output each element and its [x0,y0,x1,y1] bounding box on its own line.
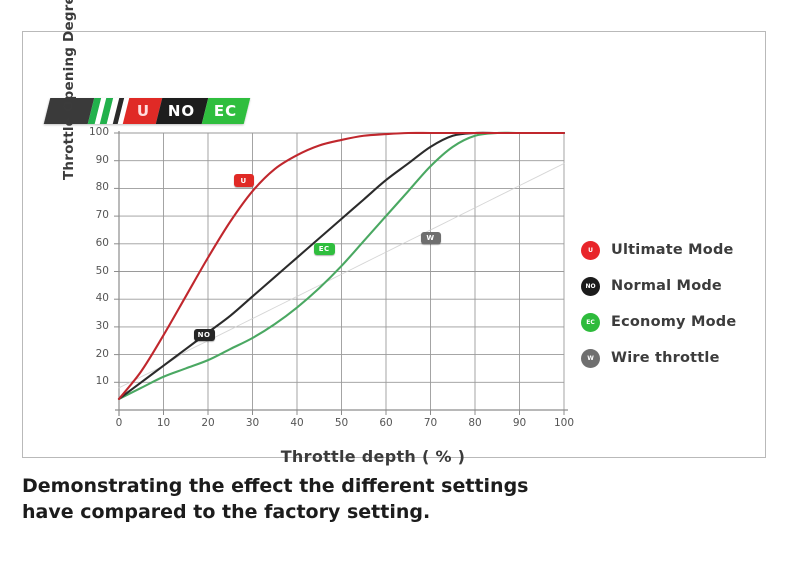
plot-area: Throttle Opening Degree ( % ) Throttle d… [23,0,767,466]
x-tick-80: 80 [468,417,482,429]
chart-gridlines [119,132,565,410]
y-tick-50: 50 [95,264,109,277]
legend-label-ultimate-mode: Ultimate Mode [611,242,734,258]
x-tick-0: 0 [115,417,123,429]
caption-line-2: have compared to the factory setting. [22,500,431,523]
x-tick-50: 50 [334,417,349,429]
chart-tick-marks [114,132,565,415]
curve-badge-ec: EC [313,243,335,256]
y-tick-60: 60 [95,236,109,249]
legend-item-wire-throttle[interactable]: W Wire throttle [581,340,736,376]
legend-marker-wire-icon: W [581,348,600,368]
legend-label-economy-mode: Economy Mode [611,314,737,330]
y-tick-20: 20 [95,347,109,360]
x-tick-100: 100 [553,417,575,429]
y-tick-80: 80 [95,181,109,194]
y-tick-90: 90 [95,153,109,166]
x-tick-90: 90 [512,417,527,429]
legend-marker-normal-icon: NO [581,276,600,296]
x-tick-40: 40 [290,417,304,429]
x-tick-30: 30 [245,417,260,429]
x-tick-60: 60 [379,417,393,429]
legend-item-normal-mode[interactable]: NO Normal Mode [581,268,736,304]
x-tick-10: 10 [156,417,171,429]
curve-badge-u: U [233,174,254,188]
caption-line-1: Demonstrating the effect the different s… [22,475,529,497]
legend-item-ultimate-mode[interactable]: U Ultimate Mode [581,232,736,268]
y-tick-70: 70 [95,209,109,222]
legend-label-wire-throttle: Wire throttle [611,350,720,366]
legend-marker-ultimate-icon: U [581,240,600,260]
throttle-response-chart [114,131,568,416]
y-tick-30: 30 [95,319,109,332]
legend-label-normal-mode: Normal Mode [611,278,722,294]
curve-badge-no: NO [193,329,215,342]
chart-curves [117,131,566,400]
legend-marker-economy-icon: EC [581,312,600,332]
x-axis-label: Throttle depth ( % ) [280,447,466,466]
legend-item-economy-mode[interactable]: EC Economy Mode [581,304,736,340]
x-tick-70: 70 [423,417,438,429]
y-tick-40: 40 [95,292,109,305]
caption: Demonstrating the effect the different s… [22,474,722,525]
x-tick-20: 20 [201,417,215,429]
y-tick-100: 100 [88,126,109,138]
chart-card: U NO EC Throttle Opening Degree ( % ) Th… [22,0,767,466]
y-tick-10: 10 [95,375,109,388]
chart-legend: U Ultimate Mode NO Normal Mode EC Econom… [581,232,736,376]
curve-badge-w: W [420,232,441,245]
